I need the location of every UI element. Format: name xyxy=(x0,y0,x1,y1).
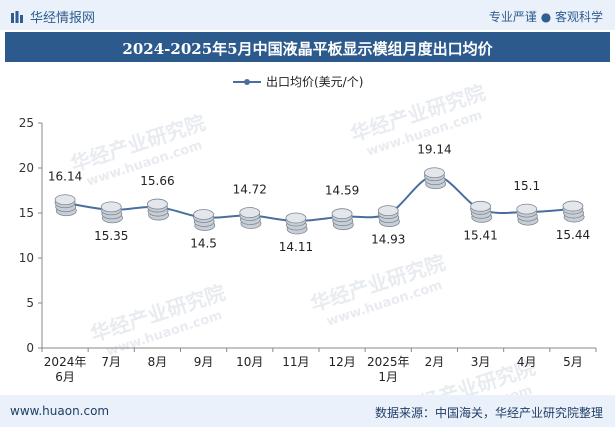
brand-name: 华经情报网 xyxy=(30,11,96,26)
x-tick-label: 6月 xyxy=(55,370,75,384)
data-point-marker xyxy=(562,200,585,223)
legend-label: 出口均价(美元/个) xyxy=(266,75,364,89)
data-label: 15.41 xyxy=(463,228,497,242)
y-tick-label: 15 xyxy=(19,206,34,220)
data-label: 15.44 xyxy=(556,228,590,242)
y-tick-label: 25 xyxy=(19,116,34,130)
top-bar: 华经情报网 专业严谨 ● 客观科学 xyxy=(0,0,615,30)
data-label: 14.72 xyxy=(233,183,267,197)
x-tick-label: 9月 xyxy=(194,355,214,369)
title-bar: 2024-2025年5月中国液晶平板显示模组月度出口均价 xyxy=(5,32,610,62)
data-point-marker xyxy=(424,167,447,190)
data-label: 15.35 xyxy=(94,229,128,243)
data-label: 14.5 xyxy=(190,237,217,251)
x-tick-label: 5月 xyxy=(563,355,583,369)
x-tick-label: 2025年 xyxy=(367,355,410,369)
data-point-marker xyxy=(239,207,262,229)
tagline: 专业严谨 ● 客观科学 xyxy=(488,10,603,24)
x-tick-label: 1月 xyxy=(378,370,398,384)
y-tick-label: 10 xyxy=(19,251,34,265)
x-tick-label: 7月 xyxy=(101,355,121,369)
x-tick-label: 12月 xyxy=(328,355,355,369)
legend-line-icon xyxy=(233,78,261,85)
legend: 出口均价(美元/个) xyxy=(232,73,363,90)
x-tick-label: 11月 xyxy=(282,355,309,369)
data-label: 15.1 xyxy=(513,179,540,193)
data-label: 16.14 xyxy=(48,170,82,184)
data-point-marker xyxy=(193,209,216,231)
x-tick-label: 2024年 xyxy=(44,355,87,369)
x-tick-label: 10月 xyxy=(236,355,263,369)
data-point-marker xyxy=(285,212,308,235)
brand[interactable]: 华经情报网 xyxy=(10,7,95,26)
chart-title: 2024-2025年5月中国液晶平板显示模组月度出口均价 xyxy=(122,40,493,58)
brand-logo-icon xyxy=(11,10,23,23)
x-tick-label: 8月 xyxy=(148,355,168,369)
data-point-marker xyxy=(147,198,170,221)
y-tick-label: 0 xyxy=(26,341,34,355)
x-tick-label: 2月 xyxy=(425,355,445,369)
data-point-marker xyxy=(470,200,493,223)
data-label: 15.66 xyxy=(140,174,174,188)
data-point-marker xyxy=(331,208,354,231)
data-label: 14.93 xyxy=(371,233,405,247)
data-point-marker xyxy=(100,201,123,224)
y-tick-label: 20 xyxy=(19,161,34,175)
data-label: 14.59 xyxy=(325,184,359,198)
data-point-marker xyxy=(377,205,400,228)
data-source: 数据来源：中国海关，华经产业研究院整理 xyxy=(374,406,603,420)
x-tick-label: 4月 xyxy=(517,355,537,369)
data-point-marker xyxy=(54,194,77,217)
data-label: 14.11 xyxy=(279,240,313,254)
site-link[interactable]: www.huaon.com xyxy=(10,404,110,418)
footer-bar: www.huaon.com 数据来源：中国海关，华经产业研究院整理 xyxy=(0,395,615,427)
data-label: 19.14 xyxy=(417,143,451,157)
data-point-marker xyxy=(516,203,539,226)
x-tick-label: 3月 xyxy=(471,355,491,369)
y-tick-label: 5 xyxy=(26,296,34,310)
